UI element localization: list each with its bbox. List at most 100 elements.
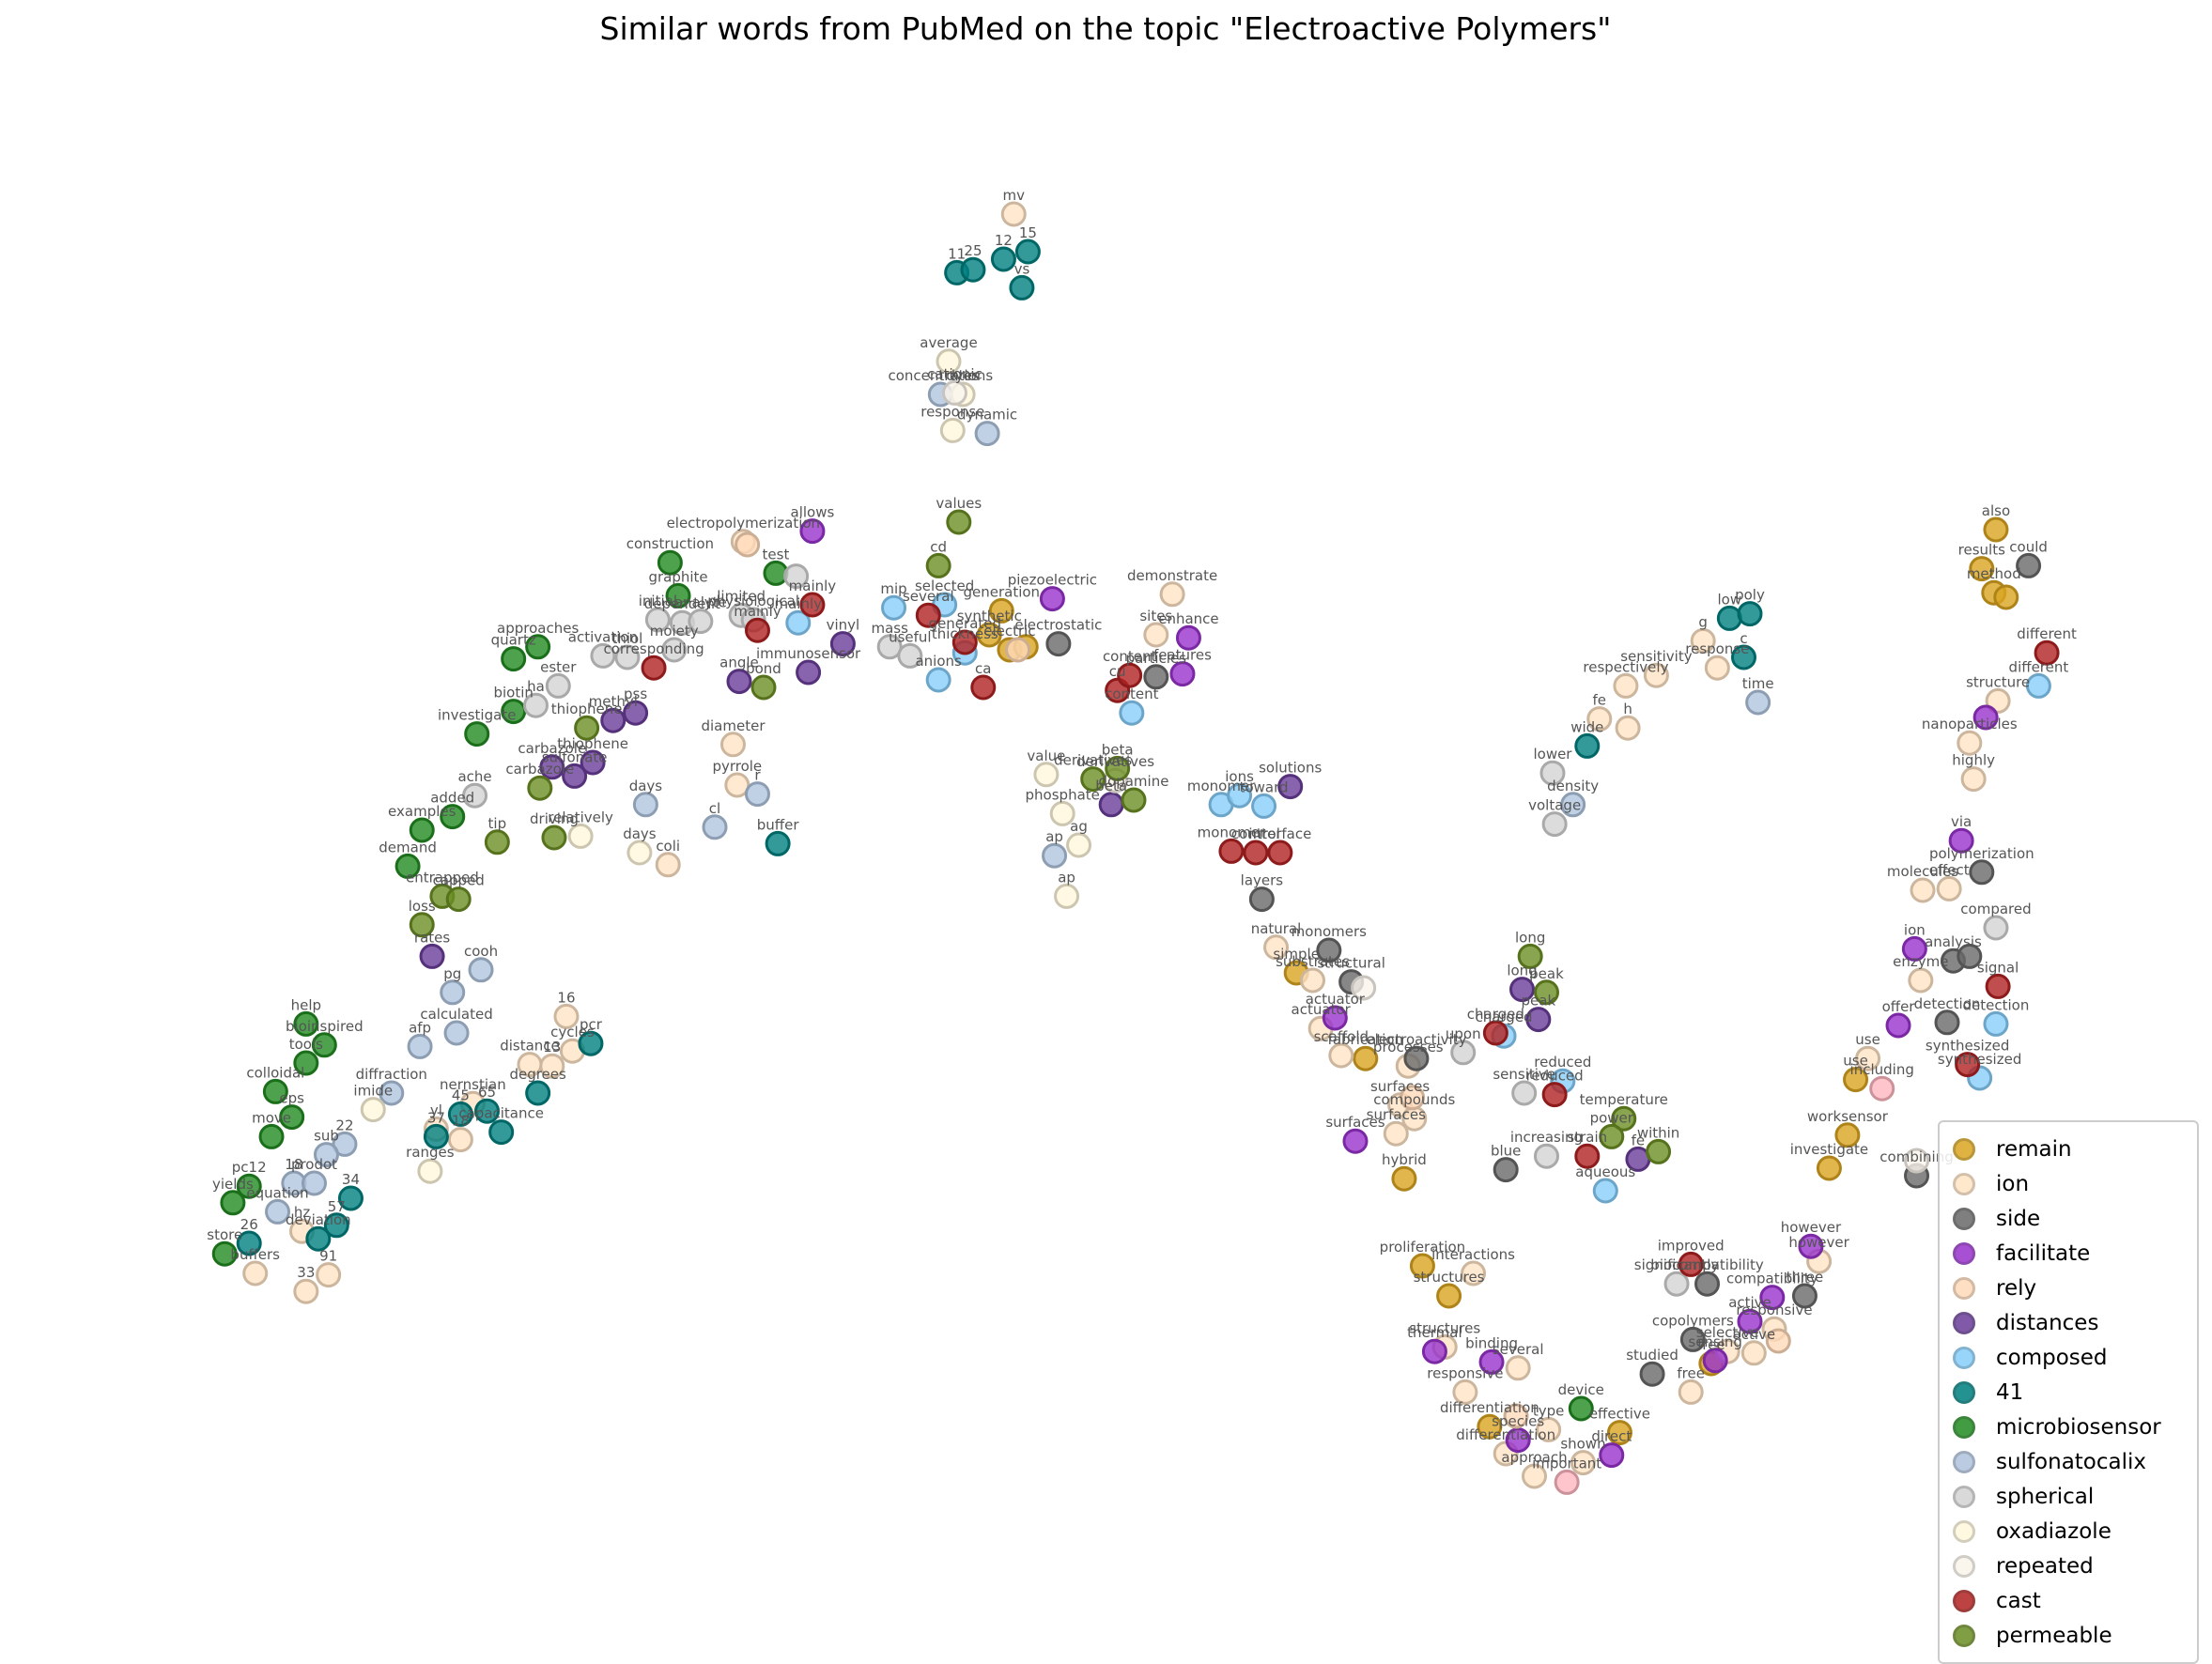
series-41-point-label: degrees [509,1066,566,1083]
series-microbiosensor-point-label: bioinspired [286,1018,364,1035]
legend-label: cast [1996,1588,2041,1613]
series-permeable-point [1611,1105,1637,1132]
series-41-point-label: low [1718,591,1742,608]
series-remain-point-label: electric [983,623,1035,639]
series-remain-point [1843,1067,1869,1093]
series-permeable-point-label: long [1515,929,1545,946]
series-ion-point-label: 13 [543,1039,561,1055]
series-cast-point [970,674,997,701]
series-permeable-point [541,824,567,851]
series-41-point-label: deviation [286,1211,351,1228]
series-facilitate-point-label: offer [1882,998,1916,1015]
legend-marker [1953,1450,1975,1473]
series-cast-point-label: content [1103,648,1157,665]
series-distances-point [562,763,588,789]
series-microbiosensor-point-label: investigate [438,707,516,724]
series-ion-point [1383,1120,1409,1147]
series-rely-point [1503,1403,1529,1429]
series-cast-point [1955,1052,1981,1078]
series-composed-point-label: detection [1963,996,2030,1013]
series-side-point [1493,1157,1519,1183]
series-remain-point-label: generation [963,583,1040,600]
series-facilitate-point-label: active [1728,1294,1771,1311]
series-spherical-point [545,672,571,699]
series-ion-point [1690,627,1716,654]
series-remain-point [988,597,1014,624]
series-ion-point [1263,934,1290,961]
series-microbiosensor-point-label: test [763,546,790,562]
series-permeable-point-label: values [936,495,982,512]
series-microbiosensor-point [220,1190,246,1216]
series-side-point-label: detection [1914,995,1981,1012]
series-spherical-point-label: initial [639,593,677,609]
legend-label: oxadiazole [1996,1518,2111,1544]
series-permeable-point [1517,943,1543,969]
series-ion-point-label: processes [1373,1039,1444,1055]
series-oxadiazole-point-label: ap [1058,869,1075,886]
series-cast-point-label: interface [1248,825,1311,842]
series-distances-point [829,631,856,657]
series-remain-point-label: also [1982,502,2010,519]
legend-item: 41 [1953,1375,2184,1410]
series-rely-point [1765,1328,1791,1354]
series-spherical-point [876,634,903,660]
series-41-point-label: poly [1735,587,1765,604]
series-ion-point [1461,1260,1487,1287]
series-distances-point [539,754,565,780]
series-41-point [960,256,986,283]
series-permeable-point [574,715,600,741]
series-distances-point-label: rates [414,929,450,946]
series-ion-point [1586,706,1613,732]
series-41-point-label: 57 [328,1198,346,1215]
series-sulfonatocalix-point [440,979,466,1006]
series-remain-point [976,622,1002,648]
series-composed-point [881,594,907,621]
series-facilitate-point-label: enhance [1158,610,1218,627]
legend-item: cast [1953,1583,2184,1618]
series-ion-point-label: g [1698,613,1708,630]
series-sulfonatocalix-point-label: equation [246,1184,308,1201]
series-ion-point-label: 91 [319,1248,337,1265]
series-repeated-point [941,379,967,406]
series-ion-point-label: selective [1696,1324,1759,1341]
series-sulfonatocalix-point-label: calculated [420,1006,492,1023]
series-41-point [765,830,791,856]
series-microbiosensor-point [211,1240,238,1267]
series-sulfonatocalix-point-label: days [629,778,663,794]
series-cast-point-label: cu [1109,663,1126,680]
legend-item: microbiosensor [1953,1410,2184,1444]
series-sulfonatocalix-point-label: ap [1045,828,1063,845]
series-remain-point-label: simple [1273,946,1320,963]
series-side-point [1248,886,1275,913]
series-composed-point-label: content [1105,686,1159,702]
series-sulfonatocalix-point-label: cooh [464,943,498,960]
series-permeable-point [1080,766,1106,793]
series-ion-point-label: type [1533,1402,1565,1419]
series-ion-point-label: free [1677,1364,1705,1381]
series-ion-point-label: surfaces [1367,1106,1426,1123]
series-facilitate-point-label: ion [1904,921,1926,938]
series-facilitate-point [1948,827,1974,854]
legend-marker [1953,1172,1975,1195]
series-ion-point-label: several [1493,1341,1544,1358]
series-oxadiazole-point-label: average [920,334,977,351]
series-ion-point-label: diameter [701,717,766,734]
series-41-point-label: 34 [342,1171,360,1188]
series-remain-point [1993,584,2019,610]
series-distances-point-label: solutions [1259,760,1322,777]
series-cast-point-label: ca [975,660,991,677]
series-41-point [423,1123,449,1149]
series-spherical-point-label: sensitive [1493,1066,1555,1083]
series-ion-point-label: actuator [1292,1001,1352,1018]
series-41-point [447,1101,473,1127]
legend-label: facilitate [1996,1240,2091,1266]
series-composed-point-label: monomer [1187,778,1256,794]
legend-marker [1953,1485,1975,1508]
series-microbiosensor-point [236,1173,262,1199]
series-spherical-point [462,782,488,809]
series-sulfonatocalix-point-label: dynamic [957,407,1017,424]
series-side-point [1045,631,1072,657]
series-sulfonatocalix-point [468,957,494,983]
series-permeable-point [1105,755,1131,781]
